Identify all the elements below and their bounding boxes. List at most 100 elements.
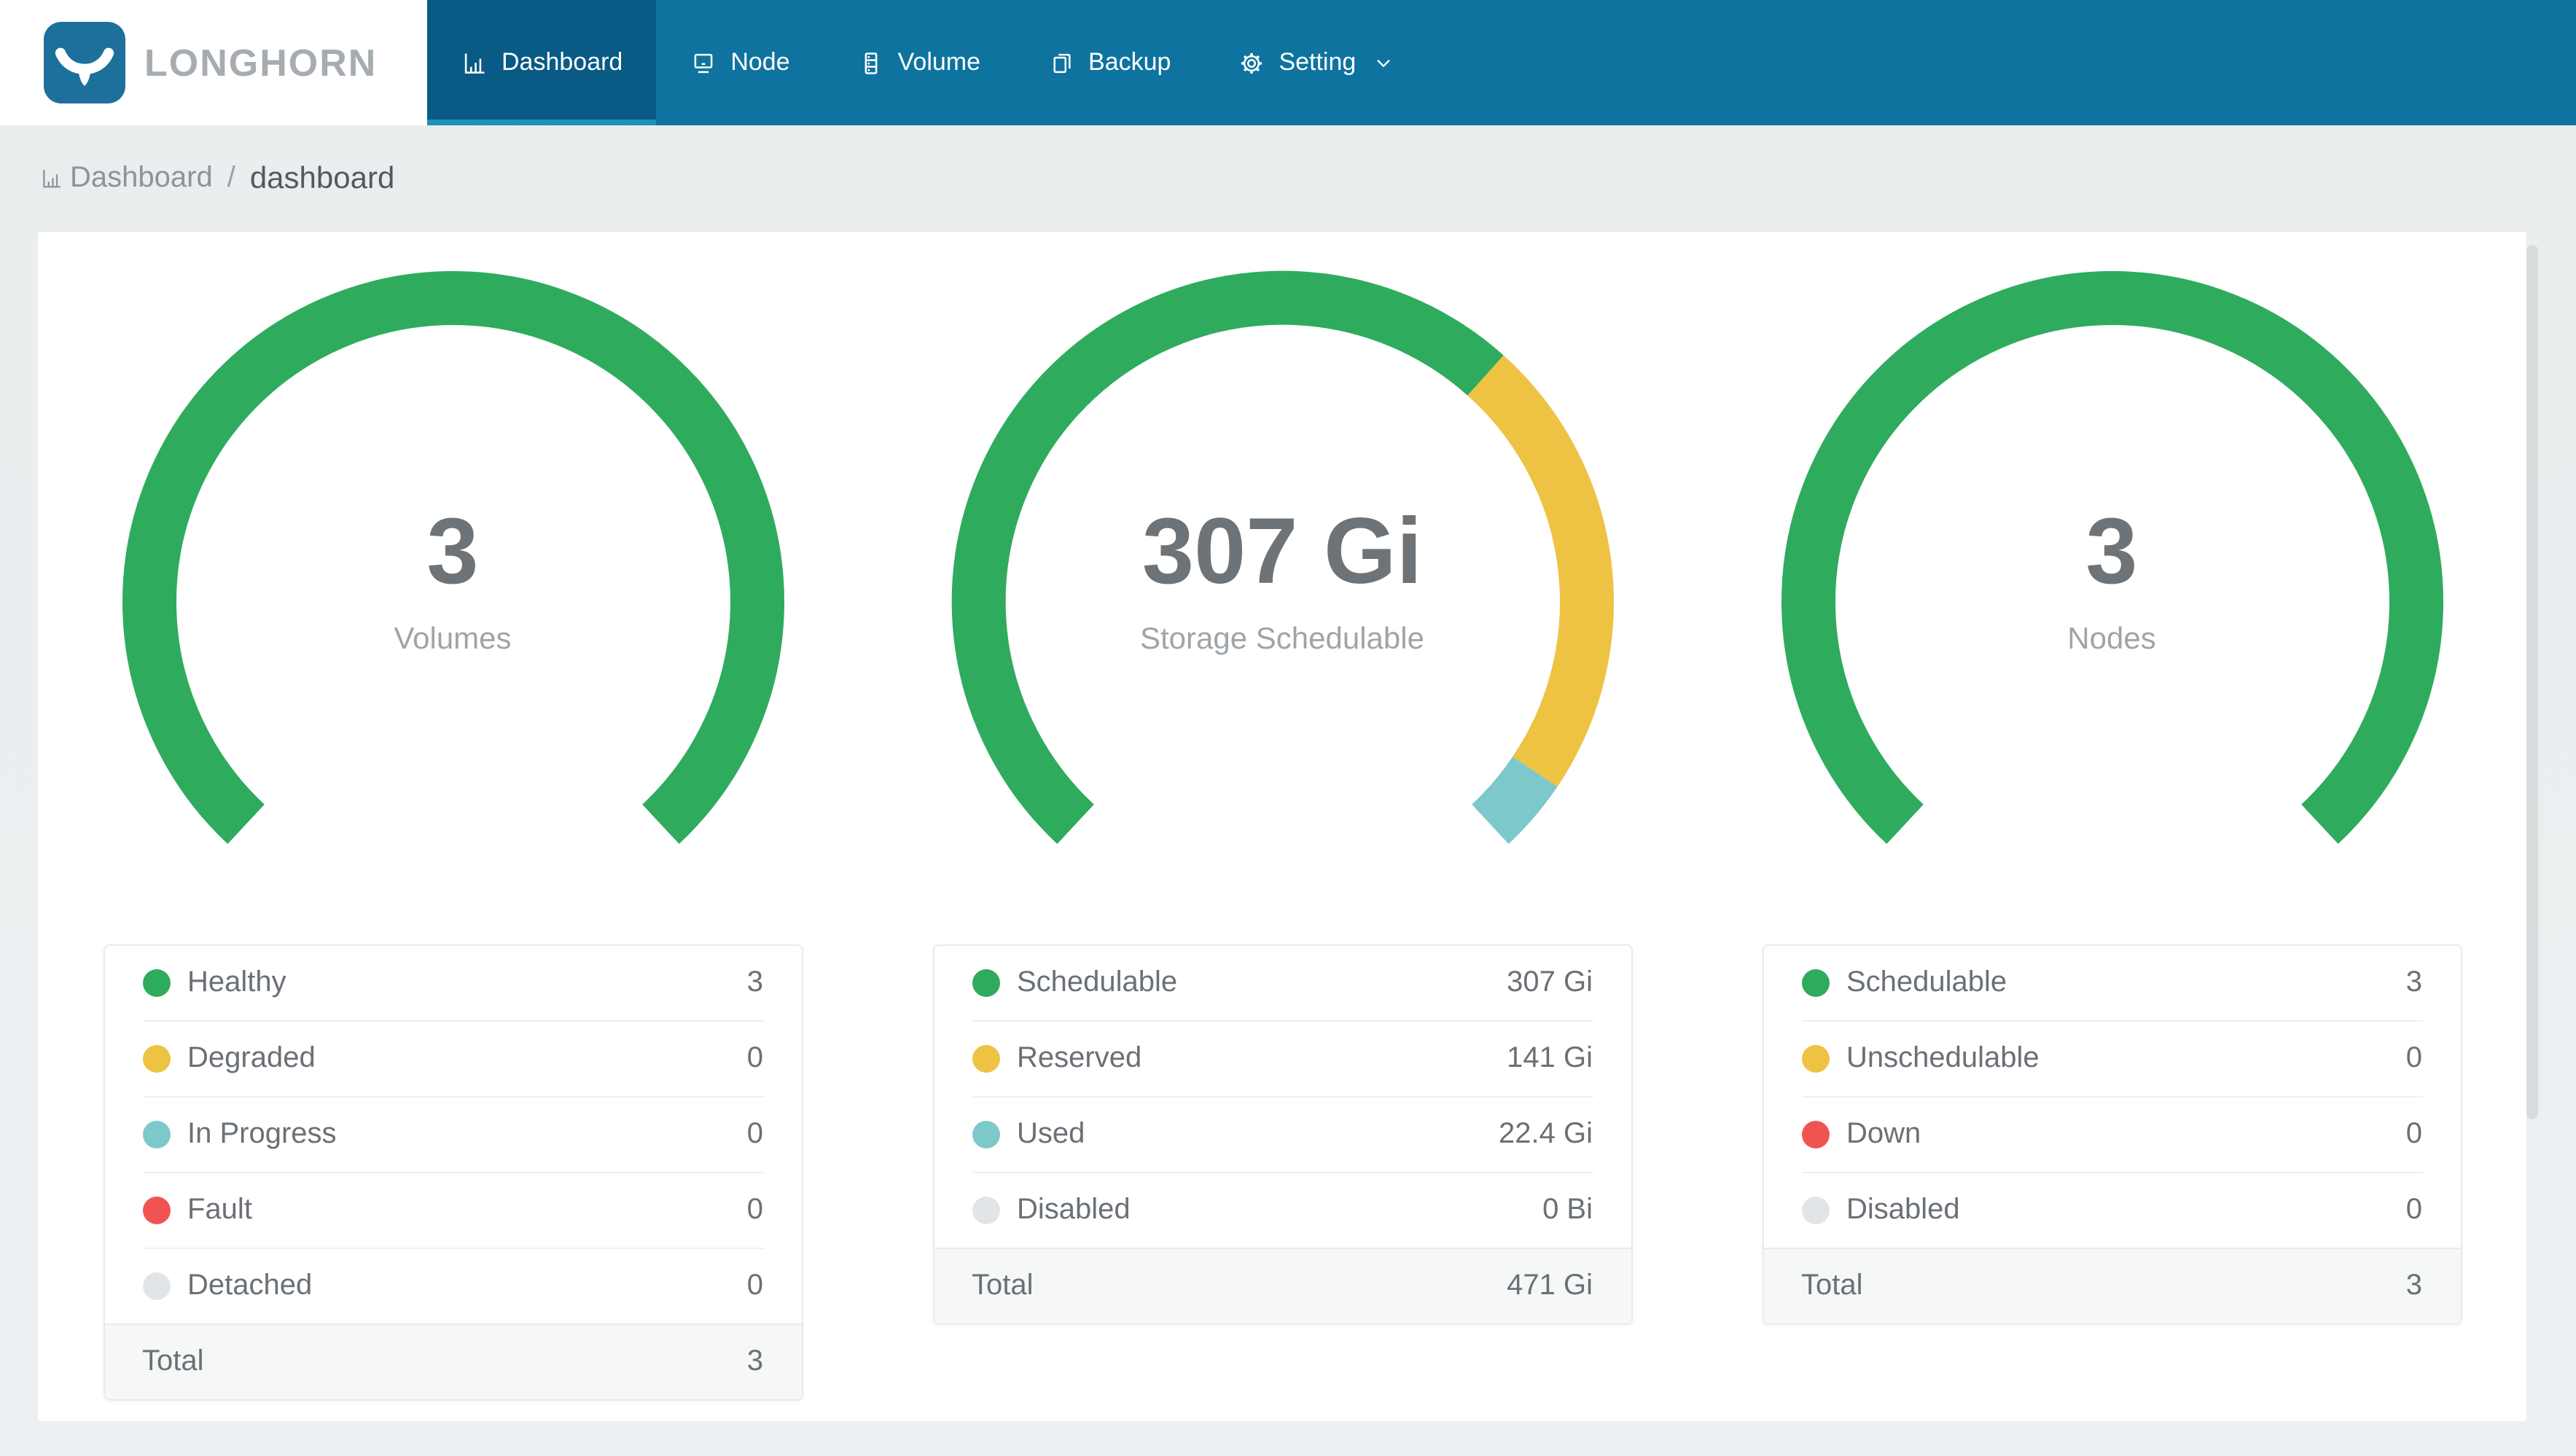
nav-item-volume[interactable]: Volume	[824, 0, 1014, 125]
volumes-gauge: 3 Volumes	[110, 259, 795, 944]
row-value: 0	[2405, 1042, 2422, 1074]
table-row: Disabled 0	[1801, 1173, 2422, 1248]
top-navbar: LONGHORN Dashboard Node	[0, 0, 2576, 125]
disabled-status-dot	[1801, 1197, 1829, 1224]
brand-area[interactable]: LONGHORN	[0, 0, 427, 125]
row-label: Unschedulable	[1846, 1042, 2040, 1074]
storage-panel: 307 Gi Storage Schedulable Schedulable 3…	[867, 259, 1697, 1401]
gauge-columns: 3 Volumes Healthy 3 Degraded 0	[38, 259, 2526, 1401]
nav-item-label: Node	[730, 48, 790, 76]
volumes-panel: 3 Volumes Healthy 3 Degraded 0	[38, 259, 867, 1401]
table-row: In Progress 0	[142, 1097, 763, 1173]
volumes-gauge-chart	[122, 271, 784, 844]
nav-item-backup[interactable]: Backup	[1014, 0, 1204, 125]
disabled-status-dot	[972, 1197, 999, 1224]
nodes-legend-table: Schedulable 3 Unschedulable 0 Down 0	[1762, 944, 2462, 1325]
table-row: Healthy 3	[142, 946, 763, 1022]
row-label: Fault	[187, 1194, 252, 1226]
down-status-dot	[1801, 1121, 1829, 1148]
table-row: Fault 0	[142, 1173, 763, 1249]
breadcrumb-section: Dashboard	[70, 162, 213, 194]
row-label: Disabled	[1017, 1194, 1131, 1226]
row-value: 0	[746, 1042, 763, 1074]
row-label: Used	[1017, 1118, 1085, 1150]
schedulable-status-dot	[972, 969, 999, 997]
nav-item-setting[interactable]: Setting	[1204, 0, 1429, 125]
total-row: Total 3	[104, 1323, 801, 1399]
row-value: 3	[746, 966, 763, 998]
vertical-scrollbar-thumb[interactable]	[2526, 245, 2538, 1119]
table-row: Degraded 0	[142, 1022, 763, 1097]
row-value: 22.4 Gi	[1499, 1118, 1593, 1150]
table-row: Detached 0	[142, 1249, 763, 1323]
bull-icon	[55, 47, 114, 86]
row-label: Healthy	[187, 966, 286, 998]
unschedulable-status-dot	[1801, 1045, 1829, 1073]
reserved-status-dot	[972, 1045, 999, 1073]
nodes-panel: 3 Nodes Schedulable 3 Unschedulable 0	[1697, 259, 2526, 1401]
laptop-icon	[694, 52, 713, 73]
brand-name: LONGHORN	[144, 40, 378, 84]
breadcrumb: Dashboard / dashboard	[0, 125, 2576, 232]
chevron-down-icon	[1372, 51, 1395, 74]
table-row: Disabled 0 Bi	[972, 1173, 1593, 1248]
row-label: In Progress	[187, 1118, 337, 1150]
fault-status-dot	[142, 1197, 170, 1224]
storage-gauge: 307 Gi Storage Schedulable	[940, 259, 1625, 944]
total-label: Total	[972, 1269, 1034, 1302]
nav-item-label: Setting	[1279, 48, 1357, 76]
used-status-dot	[972, 1121, 999, 1148]
table-row: Unschedulable 0	[1801, 1022, 2422, 1097]
breadcrumb-current-page: dashboard	[249, 161, 395, 195]
gear-icon	[1241, 52, 1262, 74]
row-label: Reserved	[1017, 1042, 1142, 1074]
row-value: 0	[746, 1118, 763, 1150]
row-label: Disabled	[1846, 1194, 1960, 1226]
in-progress-status-dot	[142, 1121, 170, 1148]
total-value: 471 Gi	[1507, 1269, 1593, 1302]
schedulable-status-dot	[1801, 969, 1829, 997]
row-label: Degraded	[187, 1042, 316, 1074]
degraded-status-dot	[142, 1045, 170, 1073]
row-value: 0	[2405, 1194, 2422, 1226]
total-row: Total 3	[1763, 1248, 2460, 1323]
copy-icon	[1053, 52, 1070, 73]
row-value: 0	[746, 1269, 763, 1302]
detached-status-dot	[142, 1272, 170, 1300]
table-row: Schedulable 307 Gi	[972, 946, 1593, 1022]
storage-legend-table: Schedulable 307 Gi Reserved 141 Gi Used …	[932, 944, 1632, 1325]
bar-chart-icon	[464, 52, 485, 73]
row-value: 3	[2405, 966, 2422, 998]
total-label: Total	[1801, 1269, 1863, 1302]
nav-item-dashboard[interactable]: Dashboard	[427, 0, 657, 125]
nodes-gauge-chart	[1781, 271, 2443, 844]
total-row: Total 471 Gi	[934, 1248, 1631, 1323]
storage-gauge-chart	[951, 270, 1613, 845]
table-row: Used 22.4 Gi	[972, 1097, 1593, 1173]
row-value: 0	[746, 1194, 763, 1226]
server-icon	[864, 52, 878, 74]
row-label: Detached	[187, 1269, 313, 1302]
longhorn-logo	[44, 22, 125, 103]
breadcrumb-separator: /	[227, 162, 235, 194]
row-value: 307 Gi	[1507, 966, 1593, 998]
total-value: 3	[2405, 1269, 2422, 1302]
nav-item-node[interactable]: Node	[656, 0, 823, 125]
breadcrumb-dashboard-link[interactable]: Dashboard	[39, 162, 213, 195]
row-value: 0	[2405, 1118, 2422, 1150]
table-row: Schedulable 3	[1801, 946, 2422, 1022]
row-value: 0 Bi	[1542, 1194, 1593, 1226]
dashboard-card: 3 Volumes Healthy 3 Degraded 0	[38, 232, 2526, 1421]
nodes-gauge: 3 Nodes	[1769, 259, 2454, 944]
table-row: Down 0	[1801, 1097, 2422, 1173]
healthy-status-dot	[142, 969, 170, 997]
table-row: Reserved 141 Gi	[972, 1022, 1593, 1097]
row-label: Schedulable	[1846, 966, 2007, 998]
nav-items: Dashboard Node Volume	[427, 0, 1429, 125]
row-label: Schedulable	[1017, 966, 1178, 998]
nav-item-label: Backup	[1088, 48, 1171, 76]
bar-chart-icon	[43, 169, 61, 188]
total-value: 3	[746, 1345, 763, 1377]
row-value: 141 Gi	[1507, 1042, 1593, 1074]
